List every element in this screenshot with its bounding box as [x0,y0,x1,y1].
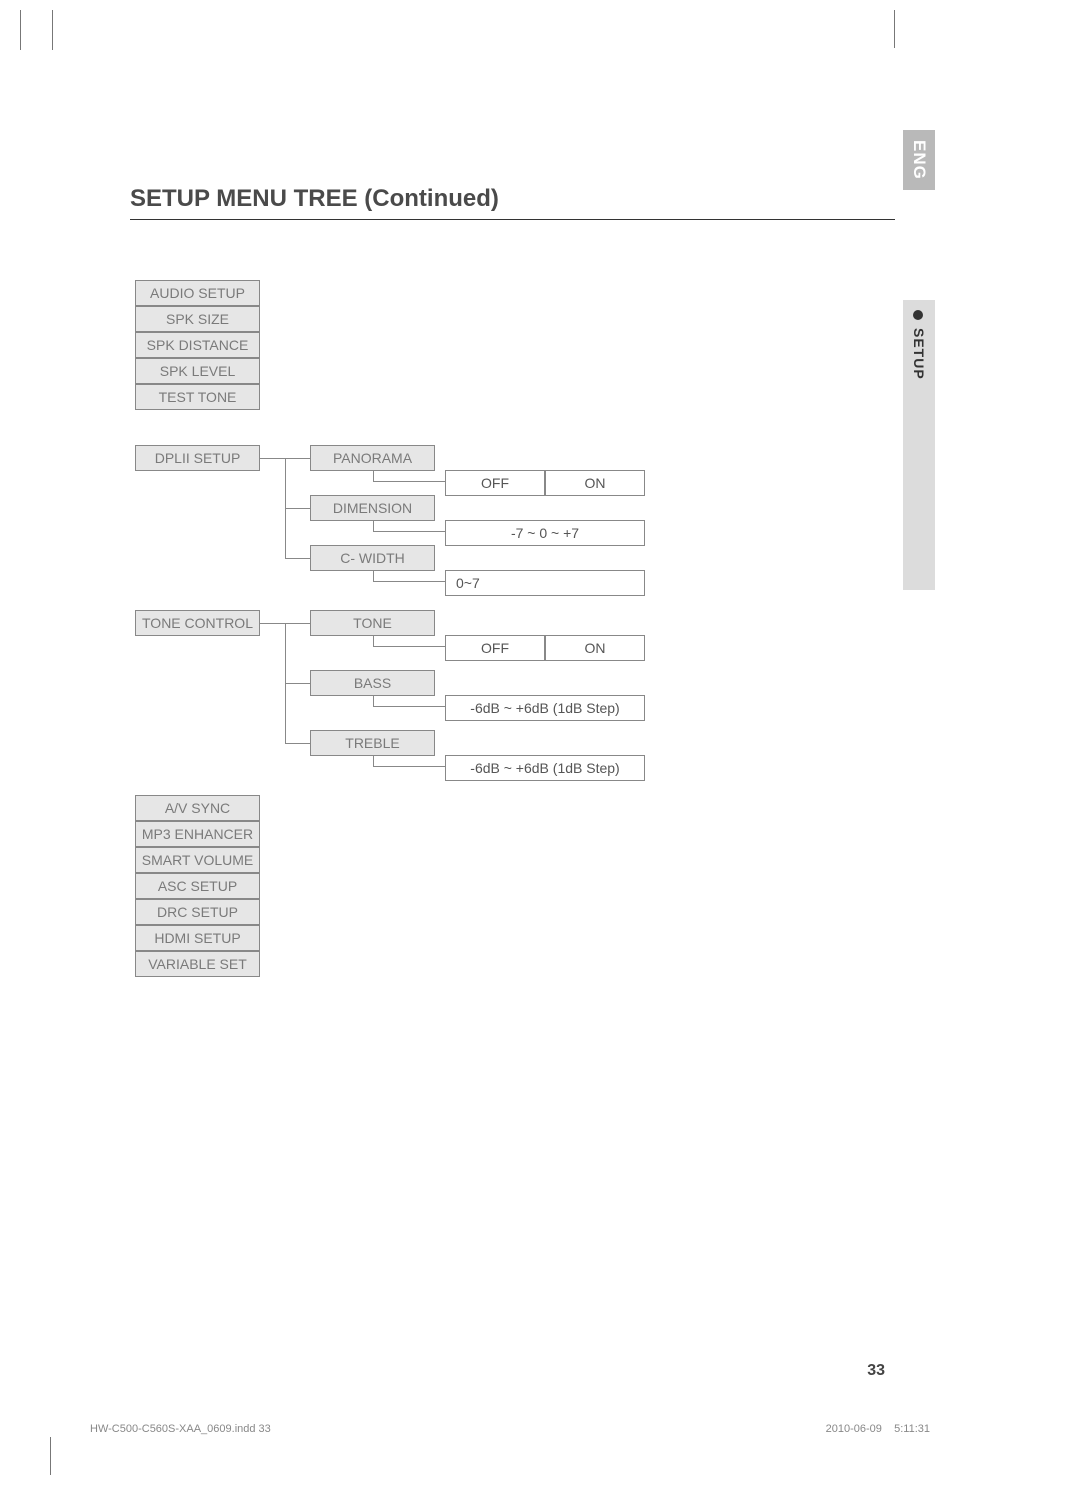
menu-item: DRC SETUP [135,899,260,925]
value-box: -7 ~ 0 ~ +7 [445,520,645,546]
connector [373,696,374,706]
connector [260,623,285,624]
connector [373,766,445,767]
connector [373,646,445,647]
footer-date: 2010-06-09 [826,1423,882,1435]
footer-timestamp: 2010-06-09 5:11:31 [826,1423,930,1435]
section-label: SETUP [911,328,927,380]
menu-item: SMART VOLUME [135,847,260,873]
page-title: SETUP MENU TREE (Continued) [130,185,895,220]
crop-mark [50,1437,51,1475]
connector [373,756,374,766]
connector [285,458,310,459]
language-label: ENG [909,140,929,180]
connector [285,623,310,624]
menu-item: SPK LEVEL [135,358,260,384]
menu-item: HDMI SETUP [135,925,260,951]
value-box: 0~7 [445,570,645,596]
value-box: -6dB ~ +6dB (1dB Step) [445,755,645,781]
menu-item: ASC SETUP [135,873,260,899]
connector [285,743,310,744]
submenu-item: C- WIDTH [310,545,435,571]
crop-mark [52,10,53,50]
connector [373,706,445,707]
menu-item: AUDIO SETUP [135,280,260,306]
connector [373,531,445,532]
menu-item: TONE CONTROL [135,610,260,636]
submenu-item: BASS [310,670,435,696]
value-box: OFF [445,470,545,496]
value-box: -6dB ~ +6dB (1dB Step) [445,695,645,721]
menu-item: SPK SIZE [135,306,260,332]
menu-item: TEST TONE [135,384,260,410]
page-number: 33 [867,1362,885,1380]
crop-mark [894,10,895,48]
menu-item: A/V SYNC [135,795,260,821]
connector [373,481,445,482]
value-box: OFF [445,635,545,661]
section-tab: SETUP [903,300,935,590]
footer-time: 5:11:31 [894,1423,930,1435]
value-box: ON [545,470,645,496]
connector [373,471,374,481]
language-tab: ENG [903,130,935,190]
connector [285,558,310,559]
footer-filename: HW-C500-C560S-XAA_0609.indd 33 [90,1423,271,1435]
crop-mark [20,10,60,50]
connector [373,636,374,646]
menu-item: VARIABLE SET [135,951,260,977]
connector [285,508,310,509]
menu-item: SPK DISTANCE [135,332,260,358]
bullet-icon [913,310,923,320]
connector [373,581,445,582]
submenu-item: TREBLE [310,730,435,756]
submenu-item: DIMENSION [310,495,435,521]
value-box: ON [545,635,645,661]
submenu-item: PANORAMA [310,445,435,471]
menu-item: DPLII SETUP [135,445,260,471]
connector [260,458,285,459]
connector [373,571,374,581]
menu-item: MP3 ENHANCER [135,821,260,847]
submenu-item: TONE [310,610,435,636]
menu-tree-diagram: AUDIO SETUP SPK SIZE SPK DISTANCE SPK LE… [135,280,775,980]
connector [285,683,310,684]
connector [373,521,374,531]
